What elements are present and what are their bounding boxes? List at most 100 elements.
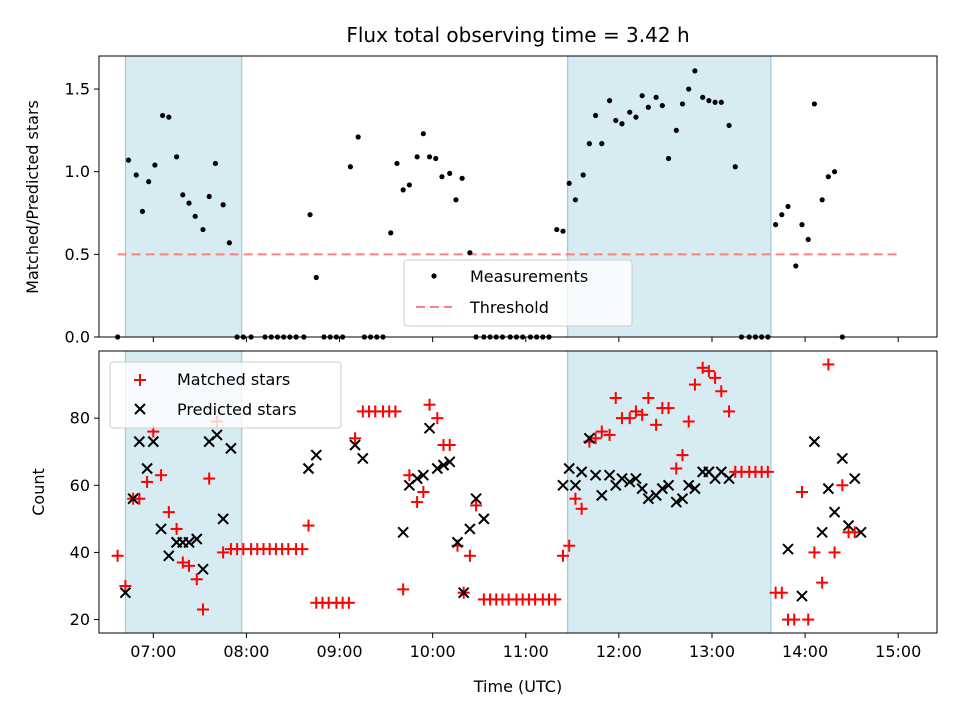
legend-predicted-label: Predicted stars (177, 400, 297, 419)
matched-star-point (709, 371, 722, 384)
matched-star-point (676, 449, 689, 462)
predicted-star-point (849, 472, 861, 485)
matched-star-point (828, 546, 841, 559)
matched-star-point (443, 439, 456, 451)
measurement-point (200, 226, 206, 233)
x-tick-label: 12:00 (596, 642, 642, 661)
y-tick-label: 80 (70, 409, 90, 428)
matched-star-point (557, 549, 570, 562)
matched-star-point (133, 492, 146, 505)
predicted-star-point (842, 519, 855, 532)
matched-star-point (802, 613, 815, 626)
measurement-point (406, 182, 412, 188)
measurement-point (613, 117, 619, 124)
measurement-point (453, 197, 459, 203)
matched-star-point (723, 405, 736, 418)
matched-star-point (662, 402, 675, 415)
measurement-point (388, 230, 394, 236)
matched-star-point (217, 546, 230, 559)
bottom-x-ticks: 07:00 08:00 09:00 10:00 11:00 12:00 13:00 14:00… (130, 633, 921, 661)
predicted-star-point (225, 442, 237, 455)
predicted-star-point (563, 462, 575, 475)
predicted-star-point (417, 469, 430, 481)
measurement-point (394, 160, 400, 167)
bottom-y-ticks: 20 40 60 80 (70, 409, 99, 629)
measurement-point (825, 174, 831, 180)
measurement-point (779, 212, 785, 218)
measurement-point (692, 68, 698, 74)
predicted-star-point (397, 526, 409, 538)
measurement-point (793, 263, 799, 269)
measurement-point (653, 94, 659, 100)
matched-star-point (176, 556, 189, 569)
measurement-point (799, 222, 805, 228)
predicted-star-point (451, 536, 464, 549)
predicted-star-point (822, 482, 835, 495)
bottom-axes-frame (98, 350, 938, 634)
predicted-star-point (217, 513, 229, 525)
x-tick-label: 10:00 (410, 642, 456, 661)
measurement-point (467, 250, 473, 256)
measurements-points (115, 68, 845, 340)
matched-star-point (696, 361, 709, 374)
measurement-point (706, 98, 712, 104)
measurement-point (139, 208, 146, 214)
matched-star-point (296, 543, 309, 556)
predicted-star-point (127, 493, 139, 505)
predicted-star-point (616, 472, 628, 485)
matched-star-point (170, 522, 183, 535)
measurement-point (619, 121, 625, 127)
top-y-label: Matched/Predicted stars (23, 100, 42, 294)
predicted-star-point (596, 489, 608, 502)
measurement-point (414, 154, 420, 160)
matched-star-point (816, 576, 829, 589)
matched-star-point (549, 593, 562, 606)
predicted-star-point (557, 479, 569, 491)
chart-title: Flux total observing time = 3.42 h (346, 23, 689, 47)
predicted-star-point (133, 435, 146, 448)
measurement-point (426, 154, 433, 160)
measurement-point (554, 226, 560, 233)
measurement-point (355, 134, 361, 140)
measurement-point (700, 94, 706, 100)
measurement-point (572, 197, 579, 203)
matched-stars-points (111, 358, 861, 626)
matched-star-point (688, 378, 701, 391)
predicted-star-point (411, 472, 423, 485)
predicted-star-point (624, 476, 636, 488)
measurement-point (592, 112, 599, 119)
matched-star-point (595, 425, 608, 438)
measurement-point (307, 212, 313, 218)
predicted-star-point (603, 469, 616, 481)
predicted-star-point (183, 536, 195, 549)
y-tick-label: 1.5 (65, 80, 90, 99)
x-tick-label: 15:00 (875, 642, 921, 661)
predicted-star-point (670, 496, 682, 508)
measurement-point (665, 155, 672, 162)
predicted-star-point (437, 459, 450, 471)
matched-star-point (119, 580, 132, 592)
predicted-star-point (583, 432, 596, 444)
bottom-y-label: Count (29, 468, 48, 516)
measurement-point (400, 187, 406, 193)
predicted-star-point (141, 462, 153, 475)
measurement-point (633, 114, 639, 120)
measurement-point (125, 157, 132, 163)
matched-star-point (463, 549, 476, 562)
y-tick-label: 20 (70, 610, 90, 629)
predicted-star-point (836, 452, 849, 465)
matched-star-point (470, 499, 483, 512)
measurement-point (639, 93, 645, 99)
predicted-star-point (478, 513, 490, 525)
matched-star-point (822, 358, 835, 371)
matched-star-point (682, 415, 695, 428)
measurement-point (580, 172, 586, 178)
measurement-point (732, 164, 738, 170)
matched-star-point (575, 502, 588, 515)
measurement-point (560, 228, 566, 234)
predicted-star-point (676, 493, 689, 505)
matched-star-point (650, 418, 663, 431)
x-tick-label: 07:00 (130, 642, 176, 661)
legend-matched-marker (134, 374, 146, 386)
